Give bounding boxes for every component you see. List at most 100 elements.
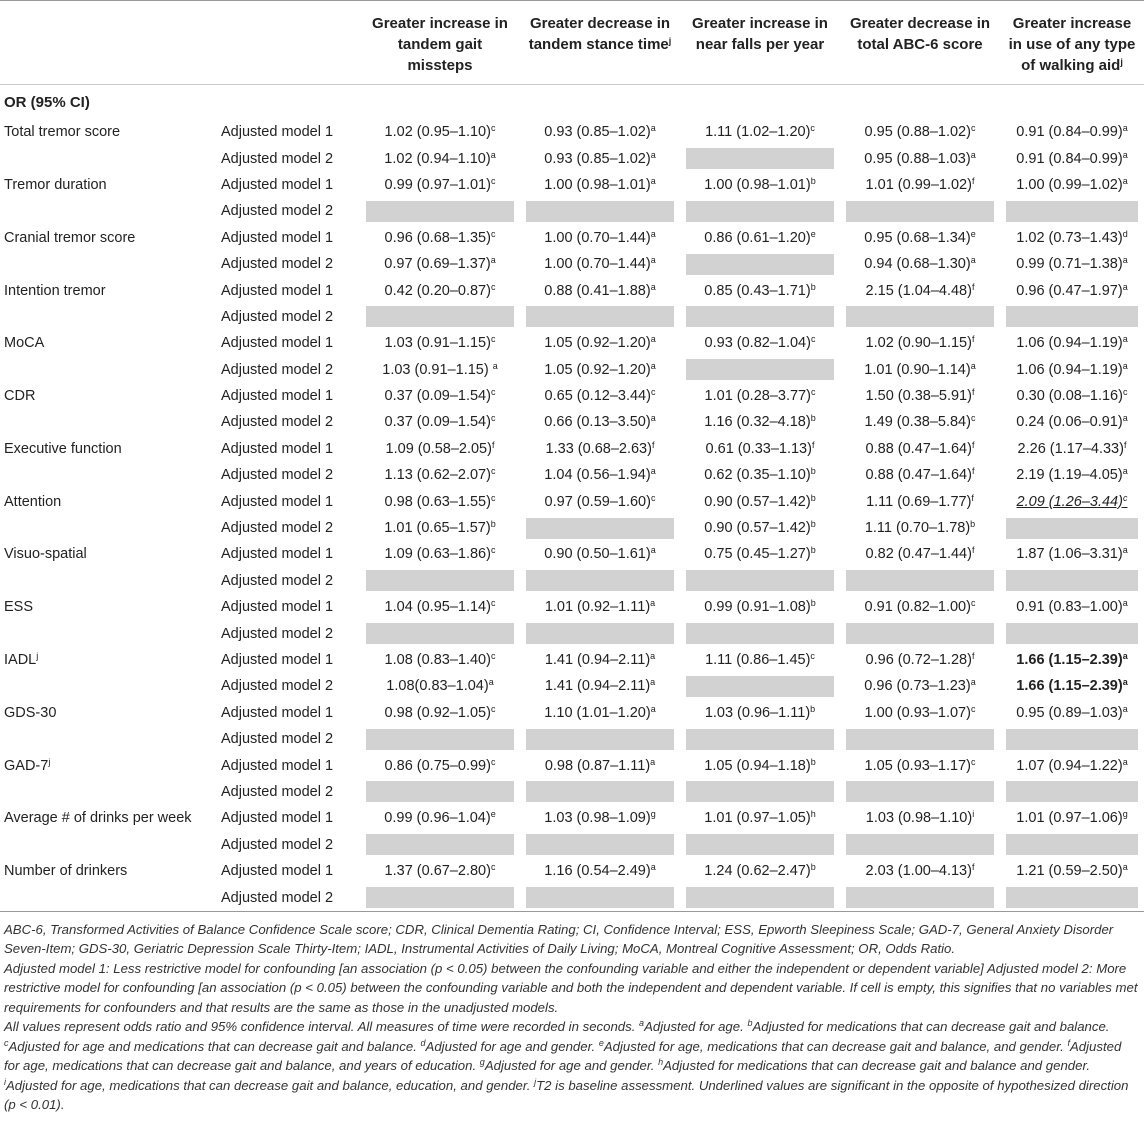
superscript: c [970,598,976,609]
value: 1.11 (0.86–1.45)c [705,652,815,669]
superscript: b [810,862,816,873]
data-row: Adjusted model 2 1.13 (0.62–2.07)c 1.04 (0… [0,462,1144,488]
superscript: c [650,492,656,503]
text: 0.99 (0.91–1.08) [704,599,811,616]
value-cell: 0.24 (0.06–0.91)a [1000,409,1144,435]
text: 1.01 (0.28–3.77) [704,388,811,405]
empty-cell [526,834,674,856]
model-definitions: Adjusted model 1: Less restrictive model… [4,960,1138,1015]
superscript: a [1122,360,1128,371]
value-cell [1000,304,1144,330]
empty-cell [686,253,834,275]
text: 1.03 (0.91–1.15) [384,335,491,352]
superscript: f [971,862,975,873]
empty-cell [366,728,514,750]
data-row: Intention tremor Adjusted model 1 0.42 (0.… [0,277,1144,303]
empty-cell [686,781,834,803]
value-cell [1000,568,1144,594]
text: 1.00 (0.99–1.02) [1016,176,1123,193]
value-cell: 1.41 (0.94–2.11)a [520,647,680,673]
variable-label [0,198,215,224]
value-cell [1000,515,1144,541]
superscript: c [490,281,496,292]
variable-label [0,357,215,383]
value-cell: 0.88 (0.47–1.64)f [840,462,1000,488]
value: 0.82 (0.47–1.44)f [866,546,975,563]
value-cell [360,832,520,858]
empty-cell [686,570,834,592]
empty-cell [1006,887,1138,909]
variable-label: Tremor duration [0,172,215,198]
value: 1.01 (0.65–1.57)b [384,520,495,537]
text: Average # of drinks per week [4,810,192,827]
model-label: Adjusted model 1 [221,493,334,510]
value: 1.06 (0.94–1.19)a [1016,360,1128,378]
value-cell [360,884,520,912]
value: 1.08(0.83–1.04)a [386,677,494,695]
text: 2.09 (1.26–3.44) [1016,493,1123,510]
value-cell: 1.09 (0.63–1.86)c [360,541,520,567]
data-row: MoCA Adjusted model 1 1.03 (0.91–1.15)c 1.0… [0,330,1144,356]
value-cell: 1.03 (0.91–1.15) a [360,357,520,383]
superscript: i [972,809,975,820]
variable-label [0,832,215,858]
value-cell: 0.99 (0.71–1.38)a [1000,251,1144,277]
value-cell [840,304,1000,330]
value-cell [1000,620,1144,646]
value: 0.98 (0.92–1.05)c [385,704,496,721]
value-cell [680,198,840,224]
superscript: a [650,677,656,688]
value-cell: 1.21 (0.59–2.50)a [1000,858,1144,884]
superscript: a [492,360,498,371]
text: 0.96 (0.68–1.35) [384,229,491,246]
value-cell: 1.01 (0.28–3.77)c [680,383,840,409]
note-marker: e [598,1037,604,1048]
superscript: j [1120,57,1123,67]
value-cell: 0.94 (0.68–1.30)a [840,251,1000,277]
value-cell: 0.86 (0.61–1.20)e [680,225,840,251]
value-cell [1000,884,1144,912]
text: 0.86 (0.75–0.99) [384,757,491,774]
text: 1.07 (0.94–1.22) [1016,757,1123,774]
text: 1.03 (0.91–1.15) [382,361,493,378]
value-cell [520,515,680,541]
text: 0.96 (0.73–1.23) [864,678,971,695]
value-cell: 1.33 (0.68–2.63)f [520,436,680,462]
value-cell: 0.30 (0.08–1.16)c [1000,383,1144,409]
variable-label: GAD-7j [0,752,215,778]
table-body: OR (95% CI) Total tremor score Adjusted mo… [0,84,1144,912]
note-marker: g [479,1057,485,1068]
note-marker: j [534,1076,537,1087]
value-cell: 2.15 (1.04–4.48)f [840,277,1000,303]
note-marker: c [4,1037,9,1048]
value: 1.04 (0.56–1.94)a [544,467,655,484]
value: 0.88 (0.47–1.64)f [866,467,975,484]
value: 1.02 (0.95–1.10)c [385,124,496,141]
text: 1.02 (0.90–1.15) [865,335,972,352]
note-marker: f [1067,1037,1070,1048]
value-cell: 0.75 (0.45–1.27)b [680,541,840,567]
value-cell: 1.00 (0.99–1.02)a [1000,172,1144,198]
text: 0.95 (0.89–1.03) [1016,704,1123,721]
empty-cell [846,728,994,750]
superscript: g [650,809,656,820]
empty-cell [846,570,994,592]
value: 1.03 (0.98–1.10)i [866,809,975,827]
text: Attention [4,493,62,510]
value-cell [840,832,1000,858]
value-cell: 0.97 (0.59–1.60)c [520,488,680,514]
data-row: ESS Adjusted model 1 1.04 (0.95–1.14)c 1.01… [0,594,1144,620]
empty-cell [366,834,514,856]
value: 1.41 (0.94–2.11)a [545,652,655,669]
data-row: CDR Adjusted model 1 0.37 (0.09–1.54)c 0.65… [0,383,1144,409]
superscript: a [970,149,976,160]
value-cell [680,832,840,858]
superscript: a [488,677,494,688]
text: 1.00 (0.70–1.44) [544,229,651,246]
table-header: Greater increase in tandem gait missteps… [0,0,1144,85]
superscript: a [490,255,496,266]
variable-label: Cranial tremor score [0,225,215,251]
empty-cell [1006,834,1138,856]
superscript: c [490,492,496,503]
text: 2.26 (1.17–4.33) [1017,440,1124,457]
